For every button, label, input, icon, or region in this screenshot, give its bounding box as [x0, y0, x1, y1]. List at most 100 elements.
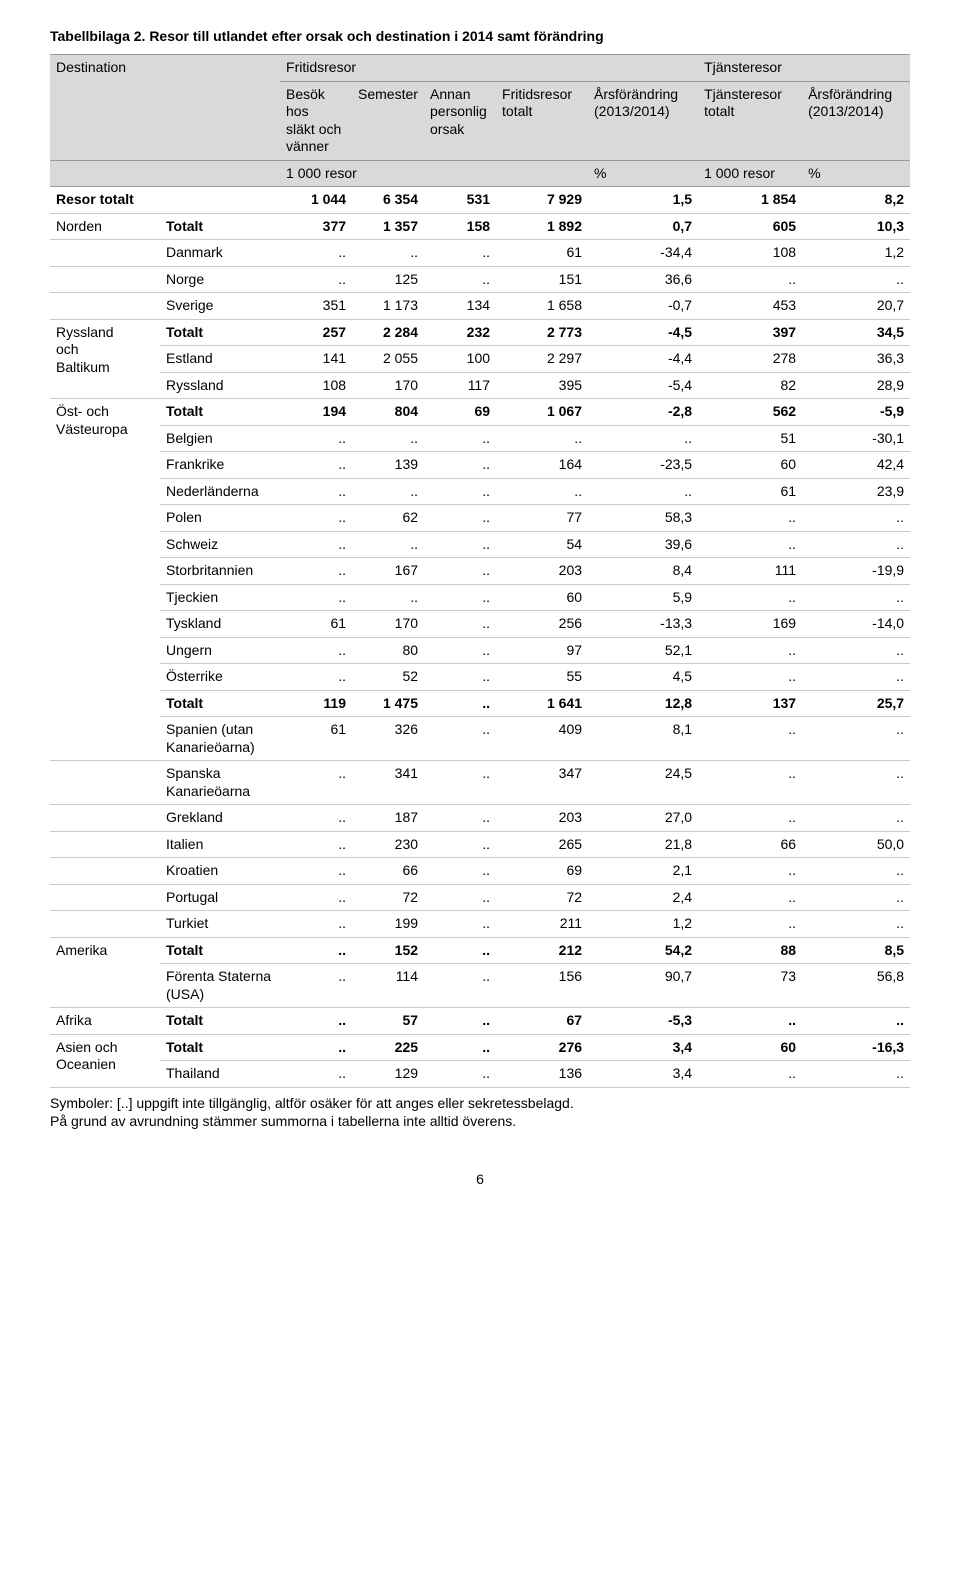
value-cell: 27,0 [588, 805, 698, 832]
value-cell: .. [280, 831, 352, 858]
value-cell: .. [424, 452, 496, 479]
value-cell: 139 [352, 452, 424, 479]
value-cell: 8,4 [588, 558, 698, 585]
table-row: RysslandochBaltikumTotalt2572 2842322 77… [50, 319, 910, 346]
value-cell: .. [698, 717, 802, 761]
value-cell: 2,1 [588, 858, 698, 885]
value-cell: 1 357 [352, 213, 424, 240]
value-cell: 3,4 [588, 1034, 698, 1061]
subrow-cell: Totalt [160, 399, 280, 426]
footnote-1: Symboler: [..] uppgift inte tillgänglig,… [50, 1094, 910, 1113]
value-cell: 265 [496, 831, 588, 858]
subrow-cell: Schweiz [160, 531, 280, 558]
table-row: Norge..125..15136,6.... [50, 266, 910, 293]
value-cell: 28,9 [802, 372, 910, 399]
table-row: Italien..230..26521,86650,0 [50, 831, 910, 858]
value-cell: .. [280, 584, 352, 611]
value-cell: 8,2 [802, 187, 910, 214]
subrow-cell: Italien [160, 831, 280, 858]
value-cell: .. [280, 531, 352, 558]
subrow-cell: Ryssland [160, 372, 280, 399]
value-cell: 2 297 [496, 346, 588, 373]
table-row: Estland1412 0551002 297-4,427836,3 [50, 346, 910, 373]
table-row: Förenta Staterna(USA)..114..15690,77356,… [50, 964, 910, 1008]
table-header-row-3: 1 000 resor % 1 000 resor % [50, 160, 910, 187]
subrow-cell: Tjeckien [160, 584, 280, 611]
value-cell: .. [802, 884, 910, 911]
subrow-cell: Storbritannien [160, 558, 280, 585]
value-cell: .. [698, 884, 802, 911]
destination-cell: Afrika [50, 1008, 160, 1035]
value-cell: 60 [698, 452, 802, 479]
header-arsf-b: Årsförändring(2013/2014) [802, 81, 910, 160]
subrow-cell: Totalt [160, 690, 280, 717]
value-cell: 36,3 [802, 346, 910, 373]
header-resor-a: 1 000 resor [280, 160, 588, 187]
value-cell: 69 [424, 399, 496, 426]
value-cell: 199 [352, 911, 424, 938]
value-cell: 77 [496, 505, 588, 532]
subrow-cell: Norge [160, 266, 280, 293]
value-cell: .. [424, 505, 496, 532]
value-cell: .. [424, 964, 496, 1008]
header-besok: Besök hossläkt ochvänner [280, 81, 352, 160]
value-cell: .. [424, 1034, 496, 1061]
header-destination: Destination [50, 55, 280, 161]
value-cell: .. [280, 1061, 352, 1088]
destination-cell [50, 240, 160, 267]
value-cell: -4,4 [588, 346, 698, 373]
value-cell: 211 [496, 911, 588, 938]
value-cell: 66 [698, 831, 802, 858]
value-cell: .. [424, 761, 496, 805]
value-cell: 230 [352, 831, 424, 858]
value-cell: 1,2 [588, 911, 698, 938]
value-cell: 156 [496, 964, 588, 1008]
value-cell: 1 173 [352, 293, 424, 320]
value-cell: 52,1 [588, 637, 698, 664]
destination-cell: Resor totalt [50, 187, 280, 214]
value-cell: .. [424, 911, 496, 938]
value-cell: 90,7 [588, 964, 698, 1008]
table-row: Danmark......61-34,41081,2 [50, 240, 910, 267]
value-cell: .. [424, 1008, 496, 1035]
value-cell: .. [698, 911, 802, 938]
value-cell: .. [280, 964, 352, 1008]
value-cell: 4,5 [588, 664, 698, 691]
value-cell: 164 [496, 452, 588, 479]
page: Tabellbilaga 2. Resor till utlandet efte… [0, 0, 960, 1207]
value-cell: .. [802, 531, 910, 558]
value-cell: 167 [352, 558, 424, 585]
value-cell: 61 [698, 478, 802, 505]
value-cell: 55 [496, 664, 588, 691]
value-cell: .. [698, 505, 802, 532]
value-cell: 2 773 [496, 319, 588, 346]
value-cell: 377 [280, 213, 352, 240]
value-cell: 114 [352, 964, 424, 1008]
table-row: Kroatien..66..692,1.... [50, 858, 910, 885]
value-cell: 82 [698, 372, 802, 399]
value-cell: .. [424, 611, 496, 638]
value-cell: 52 [352, 664, 424, 691]
value-cell: 56,8 [802, 964, 910, 1008]
value-cell: 39,6 [588, 531, 698, 558]
header-annan: Annanpersonligorsak [424, 81, 496, 160]
value-cell: 117 [424, 372, 496, 399]
value-cell: .. [280, 505, 352, 532]
value-cell: 10,3 [802, 213, 910, 240]
value-cell: 605 [698, 213, 802, 240]
header-pct-b: % [802, 160, 910, 187]
value-cell: 54,2 [588, 937, 698, 964]
value-cell: .. [802, 664, 910, 691]
value-cell: .. [280, 664, 352, 691]
value-cell: 2,4 [588, 884, 698, 911]
destination-cell [50, 858, 160, 885]
value-cell: .. [280, 761, 352, 805]
value-cell: 125 [352, 266, 424, 293]
destination-cell [50, 884, 160, 911]
value-cell: 108 [280, 372, 352, 399]
table-row: AmerikaTotalt..152..21254,2888,5 [50, 937, 910, 964]
value-cell: 3,4 [588, 1061, 698, 1088]
subrow-cell: Kroatien [160, 858, 280, 885]
subrow-cell: Totalt [160, 213, 280, 240]
value-cell: 278 [698, 346, 802, 373]
